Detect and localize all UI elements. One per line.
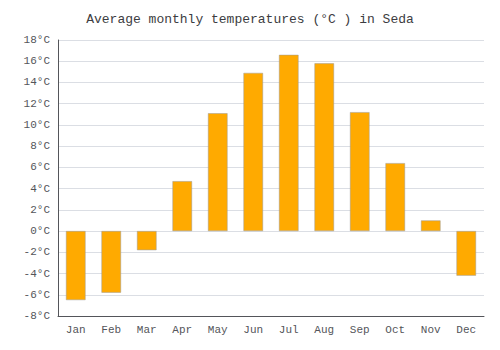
svg-text:May: May xyxy=(208,324,228,336)
svg-text:Jul: Jul xyxy=(279,324,299,336)
svg-text:Feb: Feb xyxy=(101,324,121,336)
svg-text:Mar: Mar xyxy=(137,324,157,336)
svg-text:4°C: 4°C xyxy=(30,183,50,195)
svg-text:-4°C: -4°C xyxy=(24,268,51,280)
svg-text:Jun: Jun xyxy=(243,324,263,336)
svg-text:-6°C: -6°C xyxy=(24,289,51,301)
svg-text:18°C: 18°C xyxy=(24,34,51,46)
svg-text:14°C: 14°C xyxy=(24,76,51,88)
svg-text:-2°C: -2°C xyxy=(24,246,51,258)
svg-text:8°C: 8°C xyxy=(30,140,50,152)
svg-text:-8°C: -8°C xyxy=(24,310,51,322)
svg-text:Jan: Jan xyxy=(66,324,86,336)
svg-text:Sep: Sep xyxy=(350,324,370,336)
svg-text:Apr: Apr xyxy=(172,324,192,336)
svg-text:Dec: Dec xyxy=(456,324,476,336)
svg-text:Nov: Nov xyxy=(421,324,441,336)
svg-text:Aug: Aug xyxy=(314,324,334,336)
svg-text:12°C: 12°C xyxy=(24,98,51,110)
svg-text:Oct: Oct xyxy=(385,324,405,336)
svg-text:10°C: 10°C xyxy=(24,119,51,131)
svg-text:Average monthly temperatures (: Average monthly temperatures (°C ) in Se… xyxy=(86,12,414,27)
svg-text:2°C: 2°C xyxy=(30,204,50,216)
svg-text:0°C: 0°C xyxy=(30,225,50,237)
svg-text:6°C: 6°C xyxy=(30,161,50,173)
svg-text:16°C: 16°C xyxy=(24,55,51,67)
